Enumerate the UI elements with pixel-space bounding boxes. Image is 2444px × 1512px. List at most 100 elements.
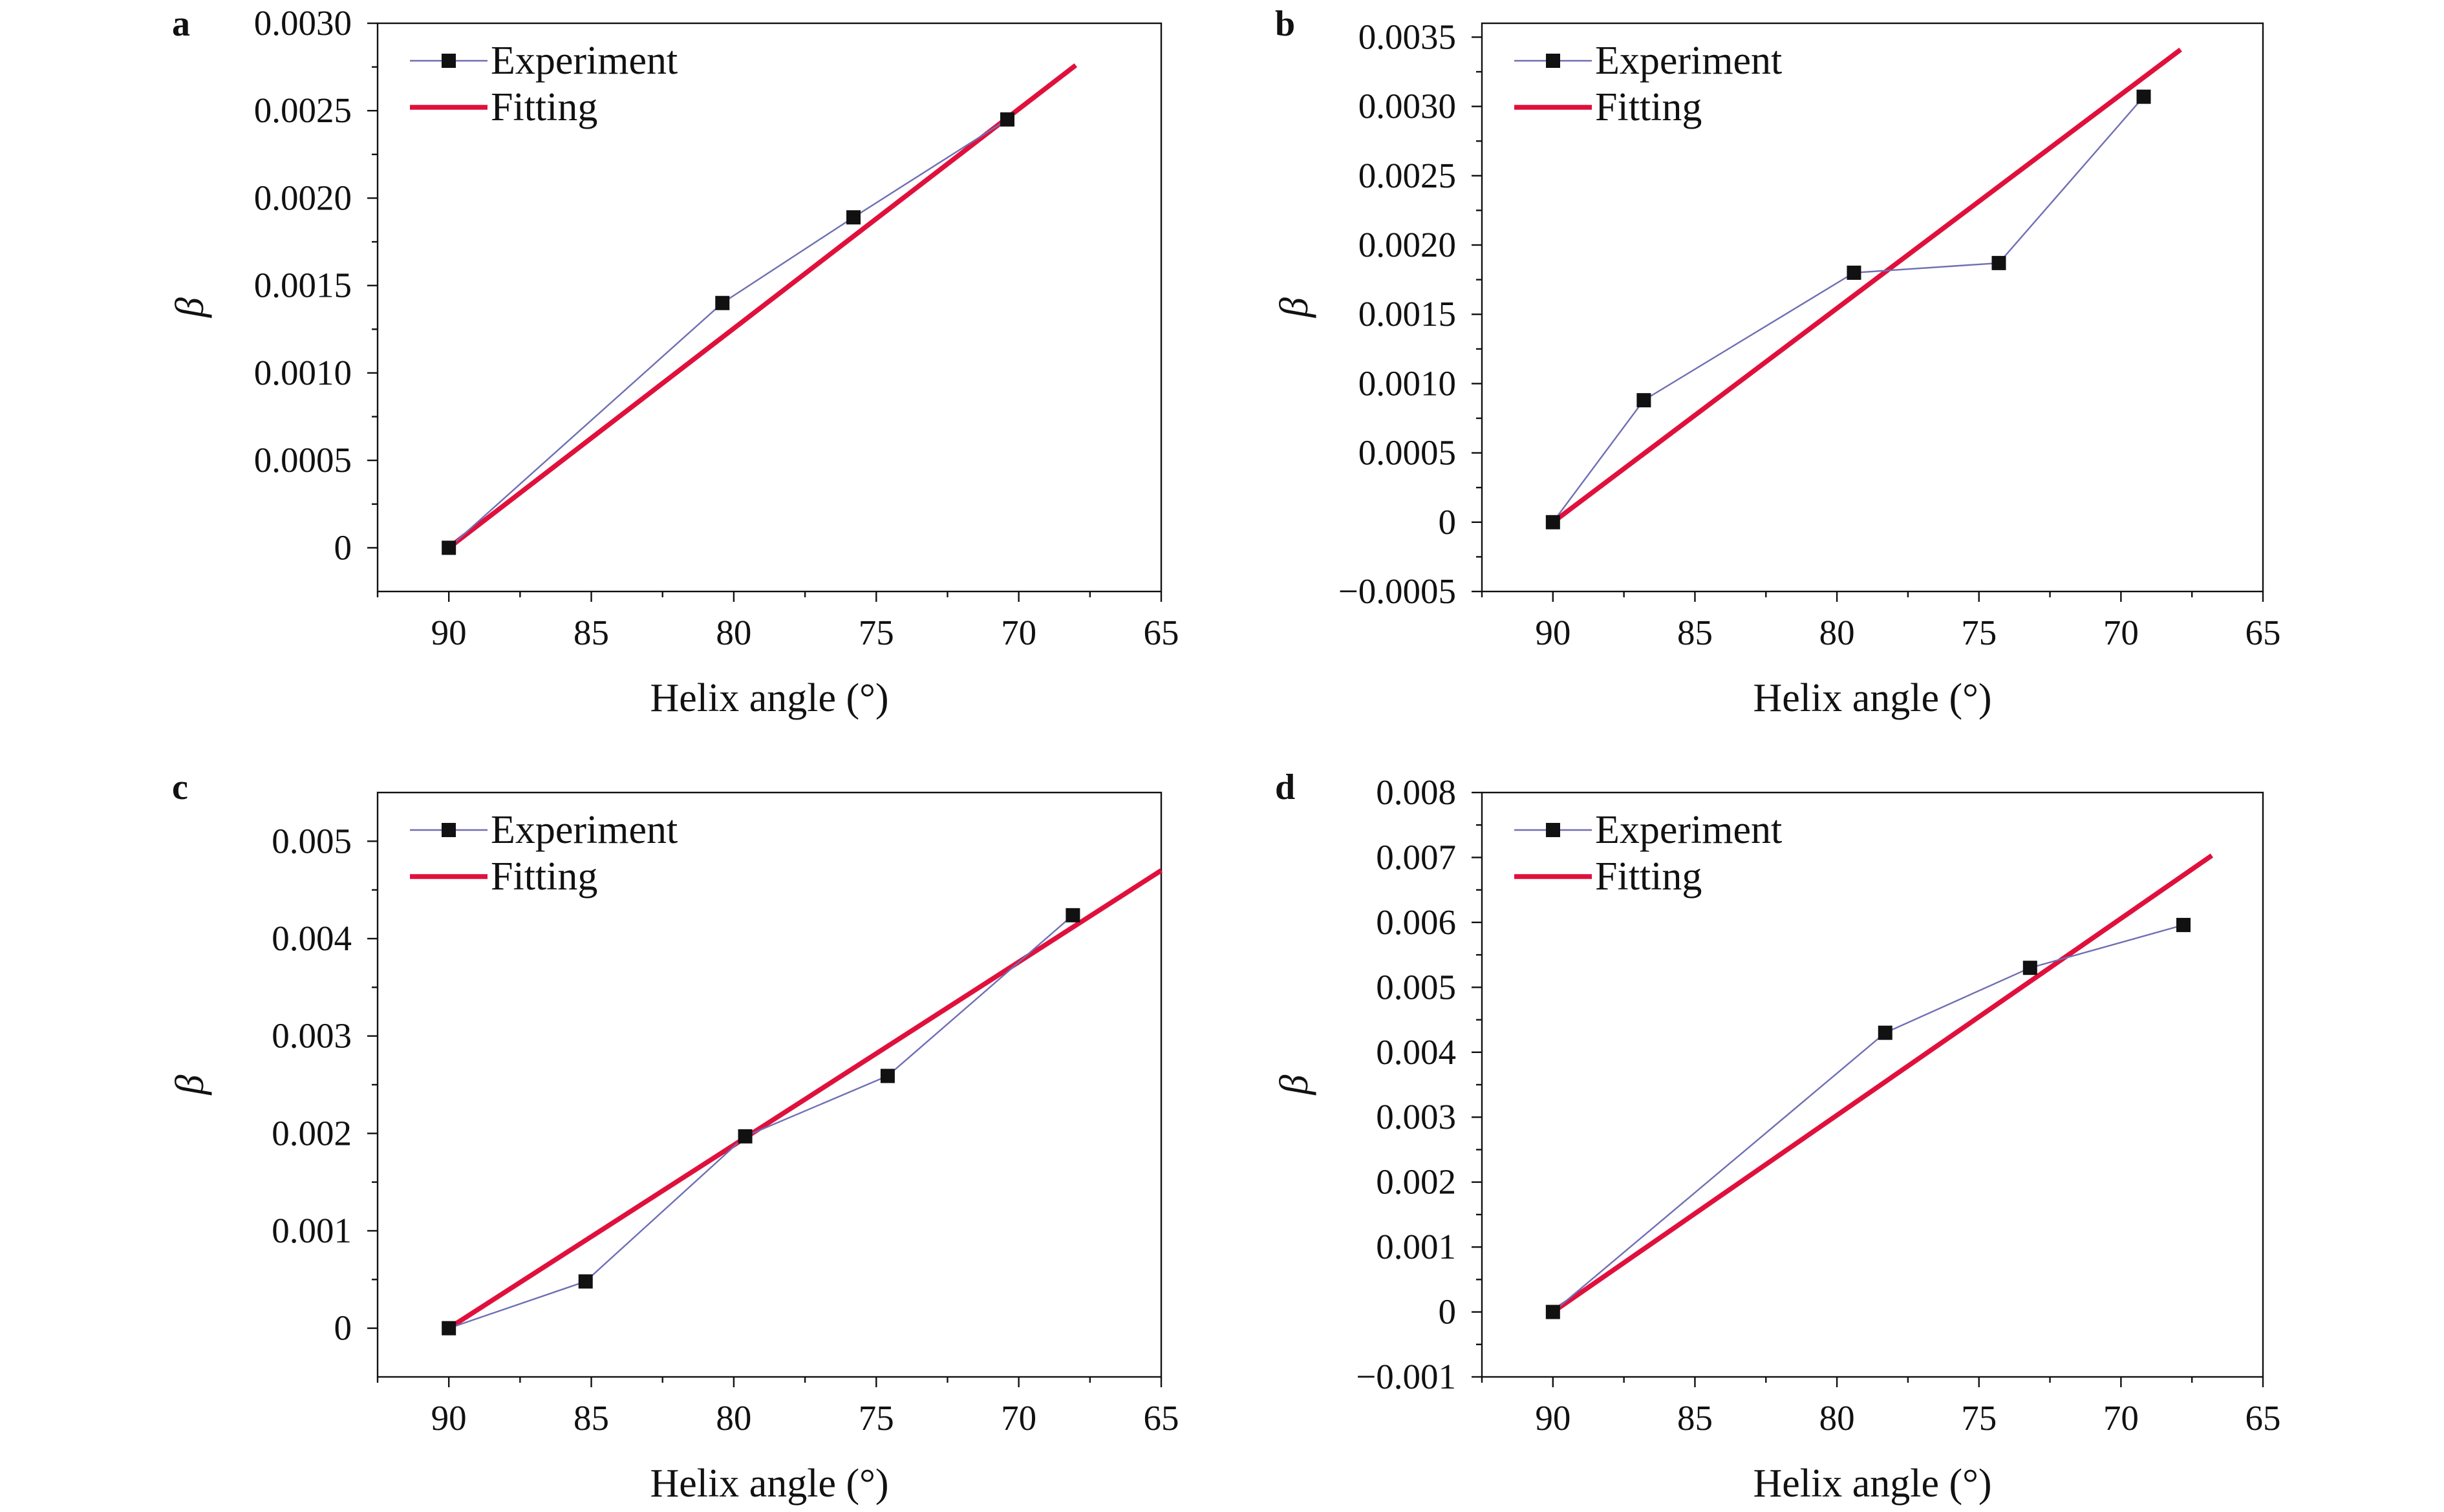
x-tick-label: 90 (431, 613, 467, 652)
y-tick-label: 0.0005 (1358, 433, 1456, 473)
y-tick-label: 0 (1439, 502, 1457, 542)
x-axis-title: Helix angle (°) (1753, 676, 1991, 720)
y-tick-label: 0.0035 (1358, 17, 1456, 56)
legend-label-fitting: Fitting (1595, 855, 1702, 899)
y-tick-label: 0.001 (1376, 1227, 1456, 1266)
data-point-experiment (1545, 515, 1560, 529)
x-tick-label: 70 (1001, 1398, 1036, 1438)
x-tick-label: 80 (1819, 1398, 1855, 1438)
y-tick-label: 0.0020 (1358, 225, 1456, 264)
y-tick-label: 0.001 (272, 1211, 352, 1250)
x-tick-label: 65 (1144, 1398, 1179, 1438)
legend-marker-experiment (1546, 823, 1560, 837)
x-tick-label: 85 (1677, 613, 1713, 652)
y-tick-label: 0 (334, 527, 352, 567)
x-tick-label: 75 (859, 1398, 894, 1438)
y-tick-label: 0.005 (272, 821, 352, 860)
y-tick-label: 0.0030 (1358, 87, 1456, 126)
data-point-experiment (578, 1274, 593, 1289)
data-point-experiment (1066, 908, 1080, 922)
series-line-fitting (1551, 47, 2182, 524)
x-tick-label: 85 (1677, 1398, 1713, 1438)
legend-marker-experiment (1546, 54, 1560, 68)
x-tick-label: 65 (2246, 1398, 2281, 1438)
x-axis-title: Helix angle (°) (650, 676, 888, 720)
y-tick-label: −0.0005 (1338, 571, 1456, 611)
series-line-fitting (447, 63, 1078, 550)
x-tick-label: 70 (2103, 1398, 2139, 1438)
data-point-experiment (1545, 1304, 1560, 1319)
x-tick-label: 65 (1144, 613, 1179, 652)
x-tick-label: 70 (1001, 613, 1036, 652)
x-tick-label: 75 (1961, 613, 1997, 652)
data-point-experiment (1847, 265, 1861, 280)
legend-label-experiment: Experiment (1595, 39, 1782, 83)
legend-label-fitting: Fitting (491, 855, 597, 899)
y-tick-label: 0.004 (272, 919, 352, 958)
data-point-experiment (2136, 89, 2151, 104)
data-point-experiment (1636, 393, 1651, 408)
chart-panel-d: d −0.001 0 0.001 0.002 0.003 0.004 0.005 0.006 0.… (1272, 767, 2281, 1506)
x-tick-label: 80 (716, 1398, 751, 1438)
x-axis-title: Helix angle (°) (1753, 1462, 1991, 1506)
y-tick-label: 0.004 (1376, 1032, 1456, 1072)
data-point-experiment (880, 1069, 895, 1083)
panel-label: a (172, 4, 190, 44)
chart-panel-b: b −0.0005 0 0.0005 0.0010 0.0015 0.0020 0.0025 0… (1272, 4, 2281, 720)
plot-frame (1481, 22, 2264, 593)
data-point-experiment (846, 210, 861, 225)
data-point-experiment (738, 1129, 753, 1144)
legend-label-fitting: Fitting (491, 85, 597, 129)
y-tick-label: 0.0030 (254, 3, 352, 43)
legend-label-experiment: Experiment (1595, 808, 1782, 852)
y-tick-label: 0.0005 (254, 440, 352, 480)
data-point-experiment (442, 540, 456, 555)
panel-label: d (1275, 767, 1295, 807)
y-tick-label: 0.0015 (254, 266, 352, 305)
x-axis-title: Helix angle (°) (650, 1462, 888, 1506)
y-tick-label: 0.005 (1376, 967, 1456, 1006)
series-line-experiment (448, 118, 1008, 549)
data-point-experiment (1991, 255, 2006, 270)
x-tick-label: 80 (1819, 613, 1855, 652)
data-point-experiment (2176, 917, 2191, 932)
y-axis-title: β (168, 1074, 212, 1095)
legend-label-experiment: Experiment (491, 39, 678, 83)
y-axis-title: β (168, 297, 212, 318)
y-tick-label: 0.003 (272, 1016, 352, 1056)
y-tick-label: 0.0020 (254, 178, 352, 217)
y-tick-label: 0.0010 (1358, 363, 1456, 403)
chart-panel-a: a 0 0.0005 0.0010 0.0015 0.0020 0.0025 0.0030 90… (168, 3, 1179, 720)
x-tick-label: 90 (1535, 613, 1570, 652)
plot-frame (376, 22, 1163, 593)
y-tick-label: 0.002 (272, 1113, 352, 1153)
panel-label: b (1275, 4, 1295, 44)
y-tick-label: 0.0025 (1358, 156, 1456, 195)
panel-label: c (172, 767, 188, 807)
series-line-fitting (447, 868, 1163, 1330)
data-point-experiment (1000, 112, 1015, 127)
y-tick-label: 0.007 (1376, 837, 1456, 877)
y-tick-label: 0.0010 (254, 353, 352, 392)
legend-label-experiment: Experiment (491, 808, 678, 852)
x-tick-label: 65 (2246, 613, 2281, 652)
x-tick-label: 85 (573, 613, 609, 652)
x-tick-label: 85 (573, 1398, 609, 1438)
data-point-experiment (442, 1321, 456, 1336)
y-tick-label: 0.002 (1376, 1162, 1456, 1202)
data-point-experiment (2022, 961, 2037, 975)
y-tick-label: 0 (1439, 1292, 1457, 1332)
series-line-experiment (1552, 924, 2184, 1313)
y-tick-label: 0.008 (1376, 772, 1456, 812)
x-tick-label: 80 (716, 613, 751, 652)
legend-marker-experiment (442, 823, 456, 837)
series-line-fitting (1551, 853, 2214, 1314)
x-tick-label: 90 (431, 1398, 467, 1438)
y-axis-title: β (1272, 1074, 1316, 1095)
chart-panel-c: c 0 0.001 0.002 0.003 0.004 0.005 90 85 80 75 70 65 H… (168, 767, 1179, 1506)
